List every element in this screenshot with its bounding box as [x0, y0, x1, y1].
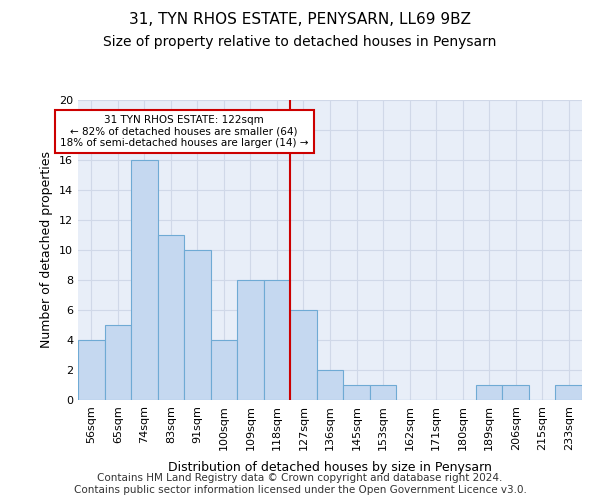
Bar [184, 250, 211, 400]
X-axis label: Distribution of detached houses by size in Penysarn: Distribution of detached houses by size … [168, 461, 492, 474]
Bar [158, 235, 184, 400]
Bar [476, 385, 502, 400]
Text: 31 TYN RHOS ESTATE: 122sqm
← 82% of detached houses are smaller (64)
18% of semi: 31 TYN RHOS ESTATE: 122sqm ← 82% of deta… [60, 115, 308, 148]
Text: Contains HM Land Registry data © Crown copyright and database right 2024.
Contai: Contains HM Land Registry data © Crown c… [74, 474, 526, 495]
Bar [78, 340, 104, 400]
Bar [211, 340, 237, 400]
Bar [556, 385, 582, 400]
Bar [263, 280, 290, 400]
Text: 31, TYN RHOS ESTATE, PENYSARN, LL69 9BZ: 31, TYN RHOS ESTATE, PENYSARN, LL69 9BZ [129, 12, 471, 28]
Text: Size of property relative to detached houses in Penysarn: Size of property relative to detached ho… [103, 35, 497, 49]
Bar [502, 385, 529, 400]
Bar [370, 385, 397, 400]
Bar [237, 280, 263, 400]
Bar [131, 160, 158, 400]
Bar [290, 310, 317, 400]
Bar [104, 325, 131, 400]
Y-axis label: Number of detached properties: Number of detached properties [40, 152, 53, 348]
Bar [343, 385, 370, 400]
Bar [317, 370, 343, 400]
